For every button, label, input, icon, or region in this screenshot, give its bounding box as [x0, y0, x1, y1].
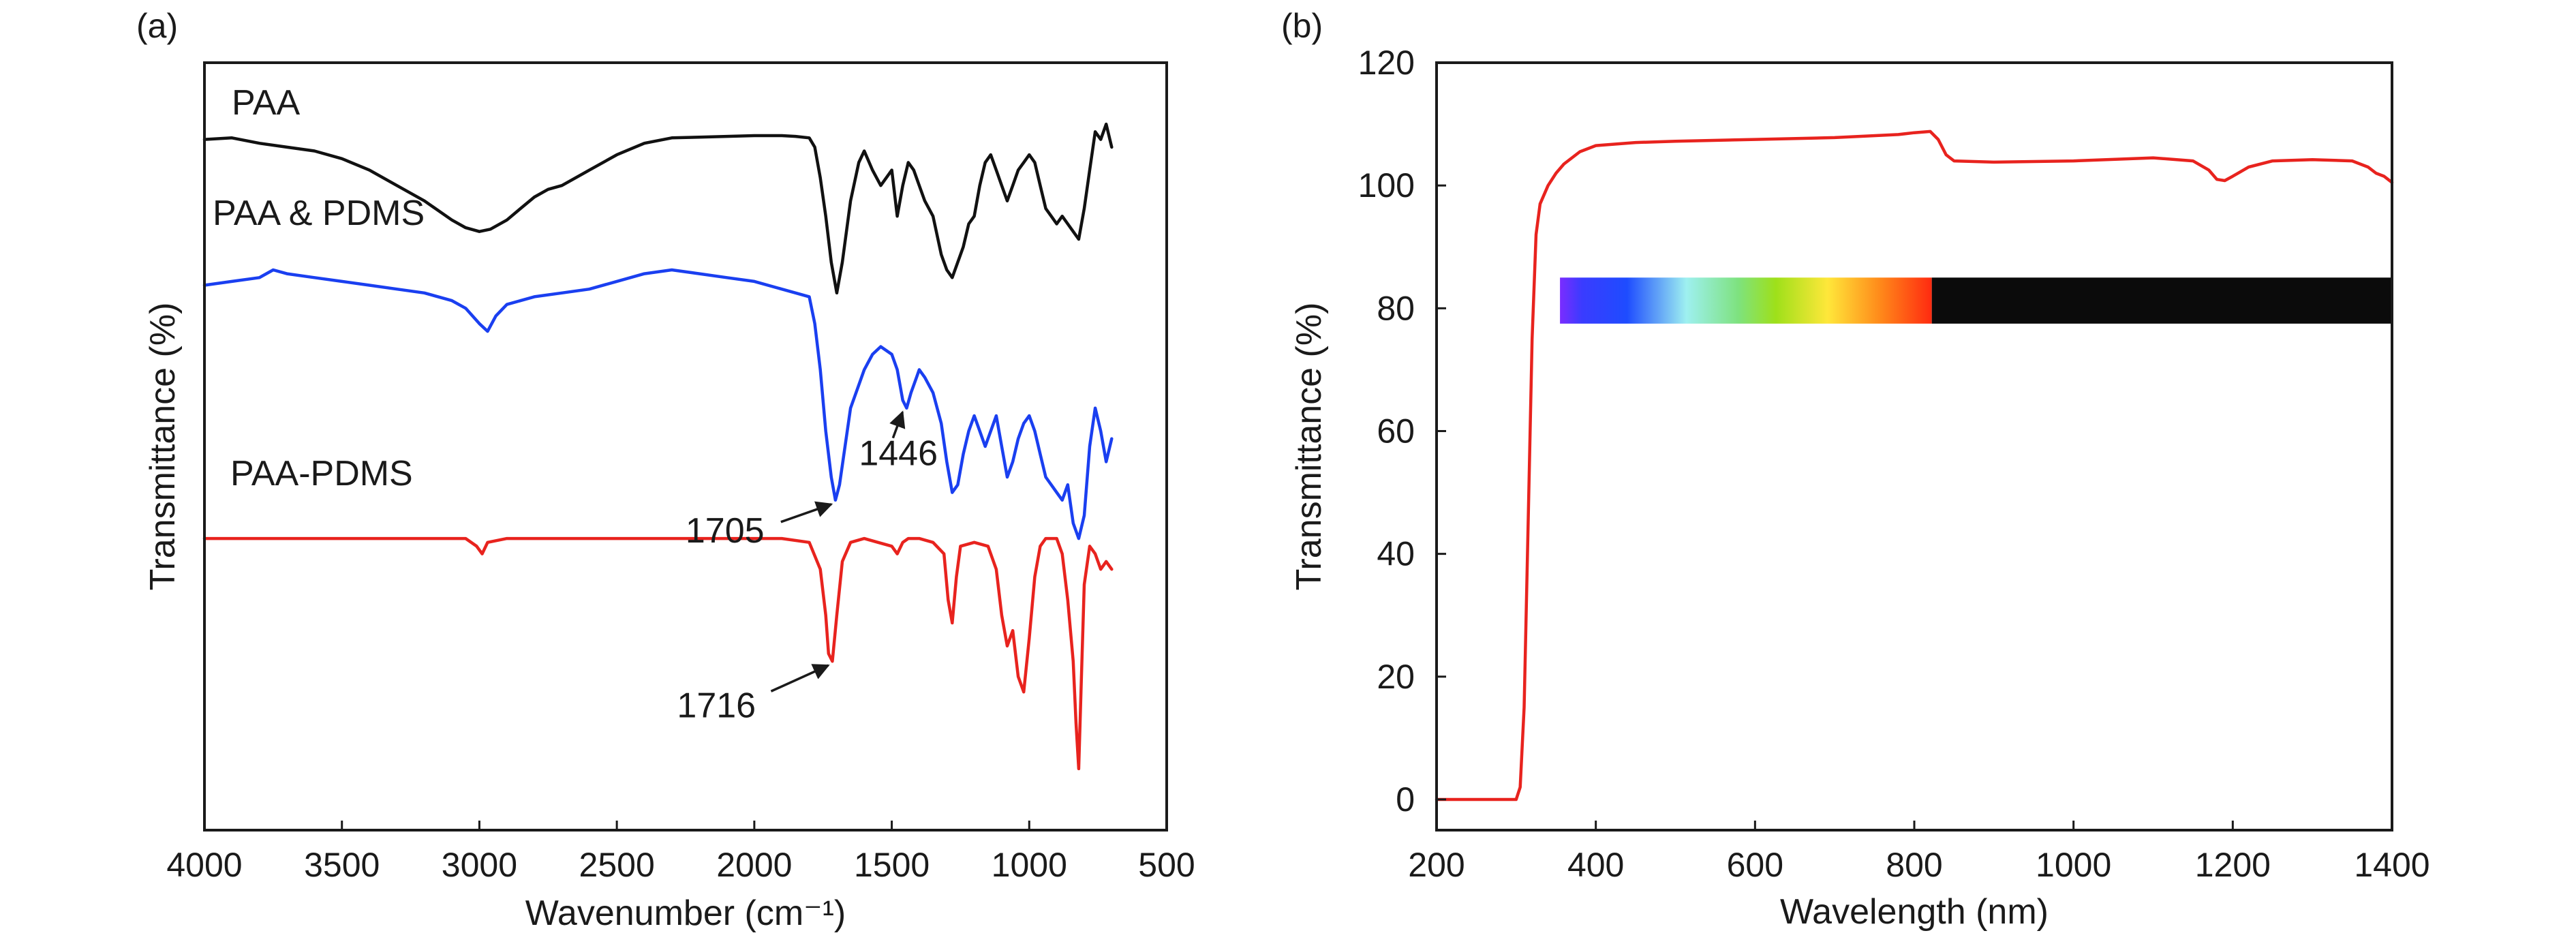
- series-line-paa-and-pdms: [202, 268, 1114, 540]
- annotation-arrow-1716: [770, 664, 830, 692]
- series-line-paa: [202, 122, 1114, 295]
- x-axis-label-a: Wavenumber (cm⁻¹): [525, 894, 846, 933]
- annotation-arrow-1446: [889, 410, 906, 439]
- y-tick-label-0: 0: [1396, 780, 1415, 819]
- visible-spectrum-band: [1560, 277, 1932, 324]
- panel-label-b: (b): [1281, 7, 1323, 45]
- x-tick-label-1500: 1500: [854, 846, 930, 884]
- ir-spectrum-curves: [202, 122, 1114, 771]
- series-label-paa-pdms-blend: PAA & PDMS: [213, 194, 425, 233]
- x-tick-label-800: 800: [1886, 846, 1942, 884]
- x-tick-label-4000: 4000: [166, 846, 242, 884]
- x-tick-label-3000: 3000: [442, 846, 517, 884]
- annotation-arrow-1705: [780, 501, 833, 523]
- transmittance-panel: (b) 200 400 600 800 1000 1200 1400 0 20 40 60 80 10…: [1281, 7, 2430, 932]
- peak-annotation-1705: 1705: [686, 501, 833, 551]
- x-tick-label-600: 600: [1727, 846, 1783, 884]
- infrared-band: [1931, 277, 2392, 324]
- x-tick-label-1400: 1400: [2354, 846, 2429, 884]
- x-tick-label-1000: 1000: [992, 846, 1067, 884]
- y-tick-label-40: 40: [1377, 535, 1415, 573]
- x-axis-label-b: Wavelength (nm): [1780, 892, 2049, 932]
- series-label-paa: PAA: [232, 83, 301, 123]
- x-tick-label-200: 200: [1408, 846, 1465, 884]
- y-axis-b: 0 20 40 60 80 100 120: [1358, 44, 1446, 819]
- peak-annotation-1716: 1716: [677, 664, 830, 725]
- series-label-paa-pdms: PAA-PDMS: [230, 454, 413, 493]
- plot-frame-b: [1435, 61, 2393, 831]
- y-tick-label-20: 20: [1377, 658, 1415, 696]
- plot-frame-a: [203, 61, 1168, 831]
- peak-annotation-1446: 1446: [859, 410, 938, 474]
- x-axis-b: 200 400 600 800 1000 1200 1400: [1408, 821, 2430, 884]
- series-line-paa-pdms: [202, 536, 1114, 771]
- transmittance-curve: [1435, 129, 2394, 802]
- y-tick-label-100: 100: [1358, 166, 1415, 204]
- x-tick-label-2000: 2000: [716, 846, 792, 884]
- ir-peak-annotations: 1705 1446 1716: [677, 410, 938, 725]
- panel-label-a: (a): [136, 7, 178, 45]
- x-tick-label-3500: 3500: [304, 846, 380, 884]
- annotation-label-1705: 1705: [686, 511, 765, 551]
- y-tick-label-80: 80: [1377, 289, 1415, 327]
- x-axis-a: 4000 3500 3000 2500 2000 1500 1000 500: [166, 821, 1195, 884]
- x-tick-label-1000: 1000: [2036, 846, 2111, 884]
- x-tick-label-400: 400: [1567, 846, 1624, 884]
- x-tick-label-500: 500: [1138, 846, 1195, 884]
- annotation-label-1446: 1446: [859, 434, 938, 474]
- ir-spectrum-panel: (a) 1705 1446 1716 4000 3500 3000 2500 2000 150…: [136, 7, 1195, 933]
- y-axis-label-b: Transmittance (%): [1289, 303, 1329, 591]
- y-axis-label-a: Transmittance (%): [143, 303, 183, 591]
- y-tick-label-60: 60: [1377, 412, 1415, 450]
- x-tick-label-1200: 1200: [2195, 846, 2271, 884]
- y-tick-label-120: 120: [1358, 44, 1415, 82]
- x-tick-label-2500: 2500: [579, 846, 655, 884]
- transmittance-line-0: [1435, 129, 2394, 802]
- annotation-label-1716: 1716: [677, 686, 756, 725]
- light-spectrum-band: [1560, 277, 2392, 324]
